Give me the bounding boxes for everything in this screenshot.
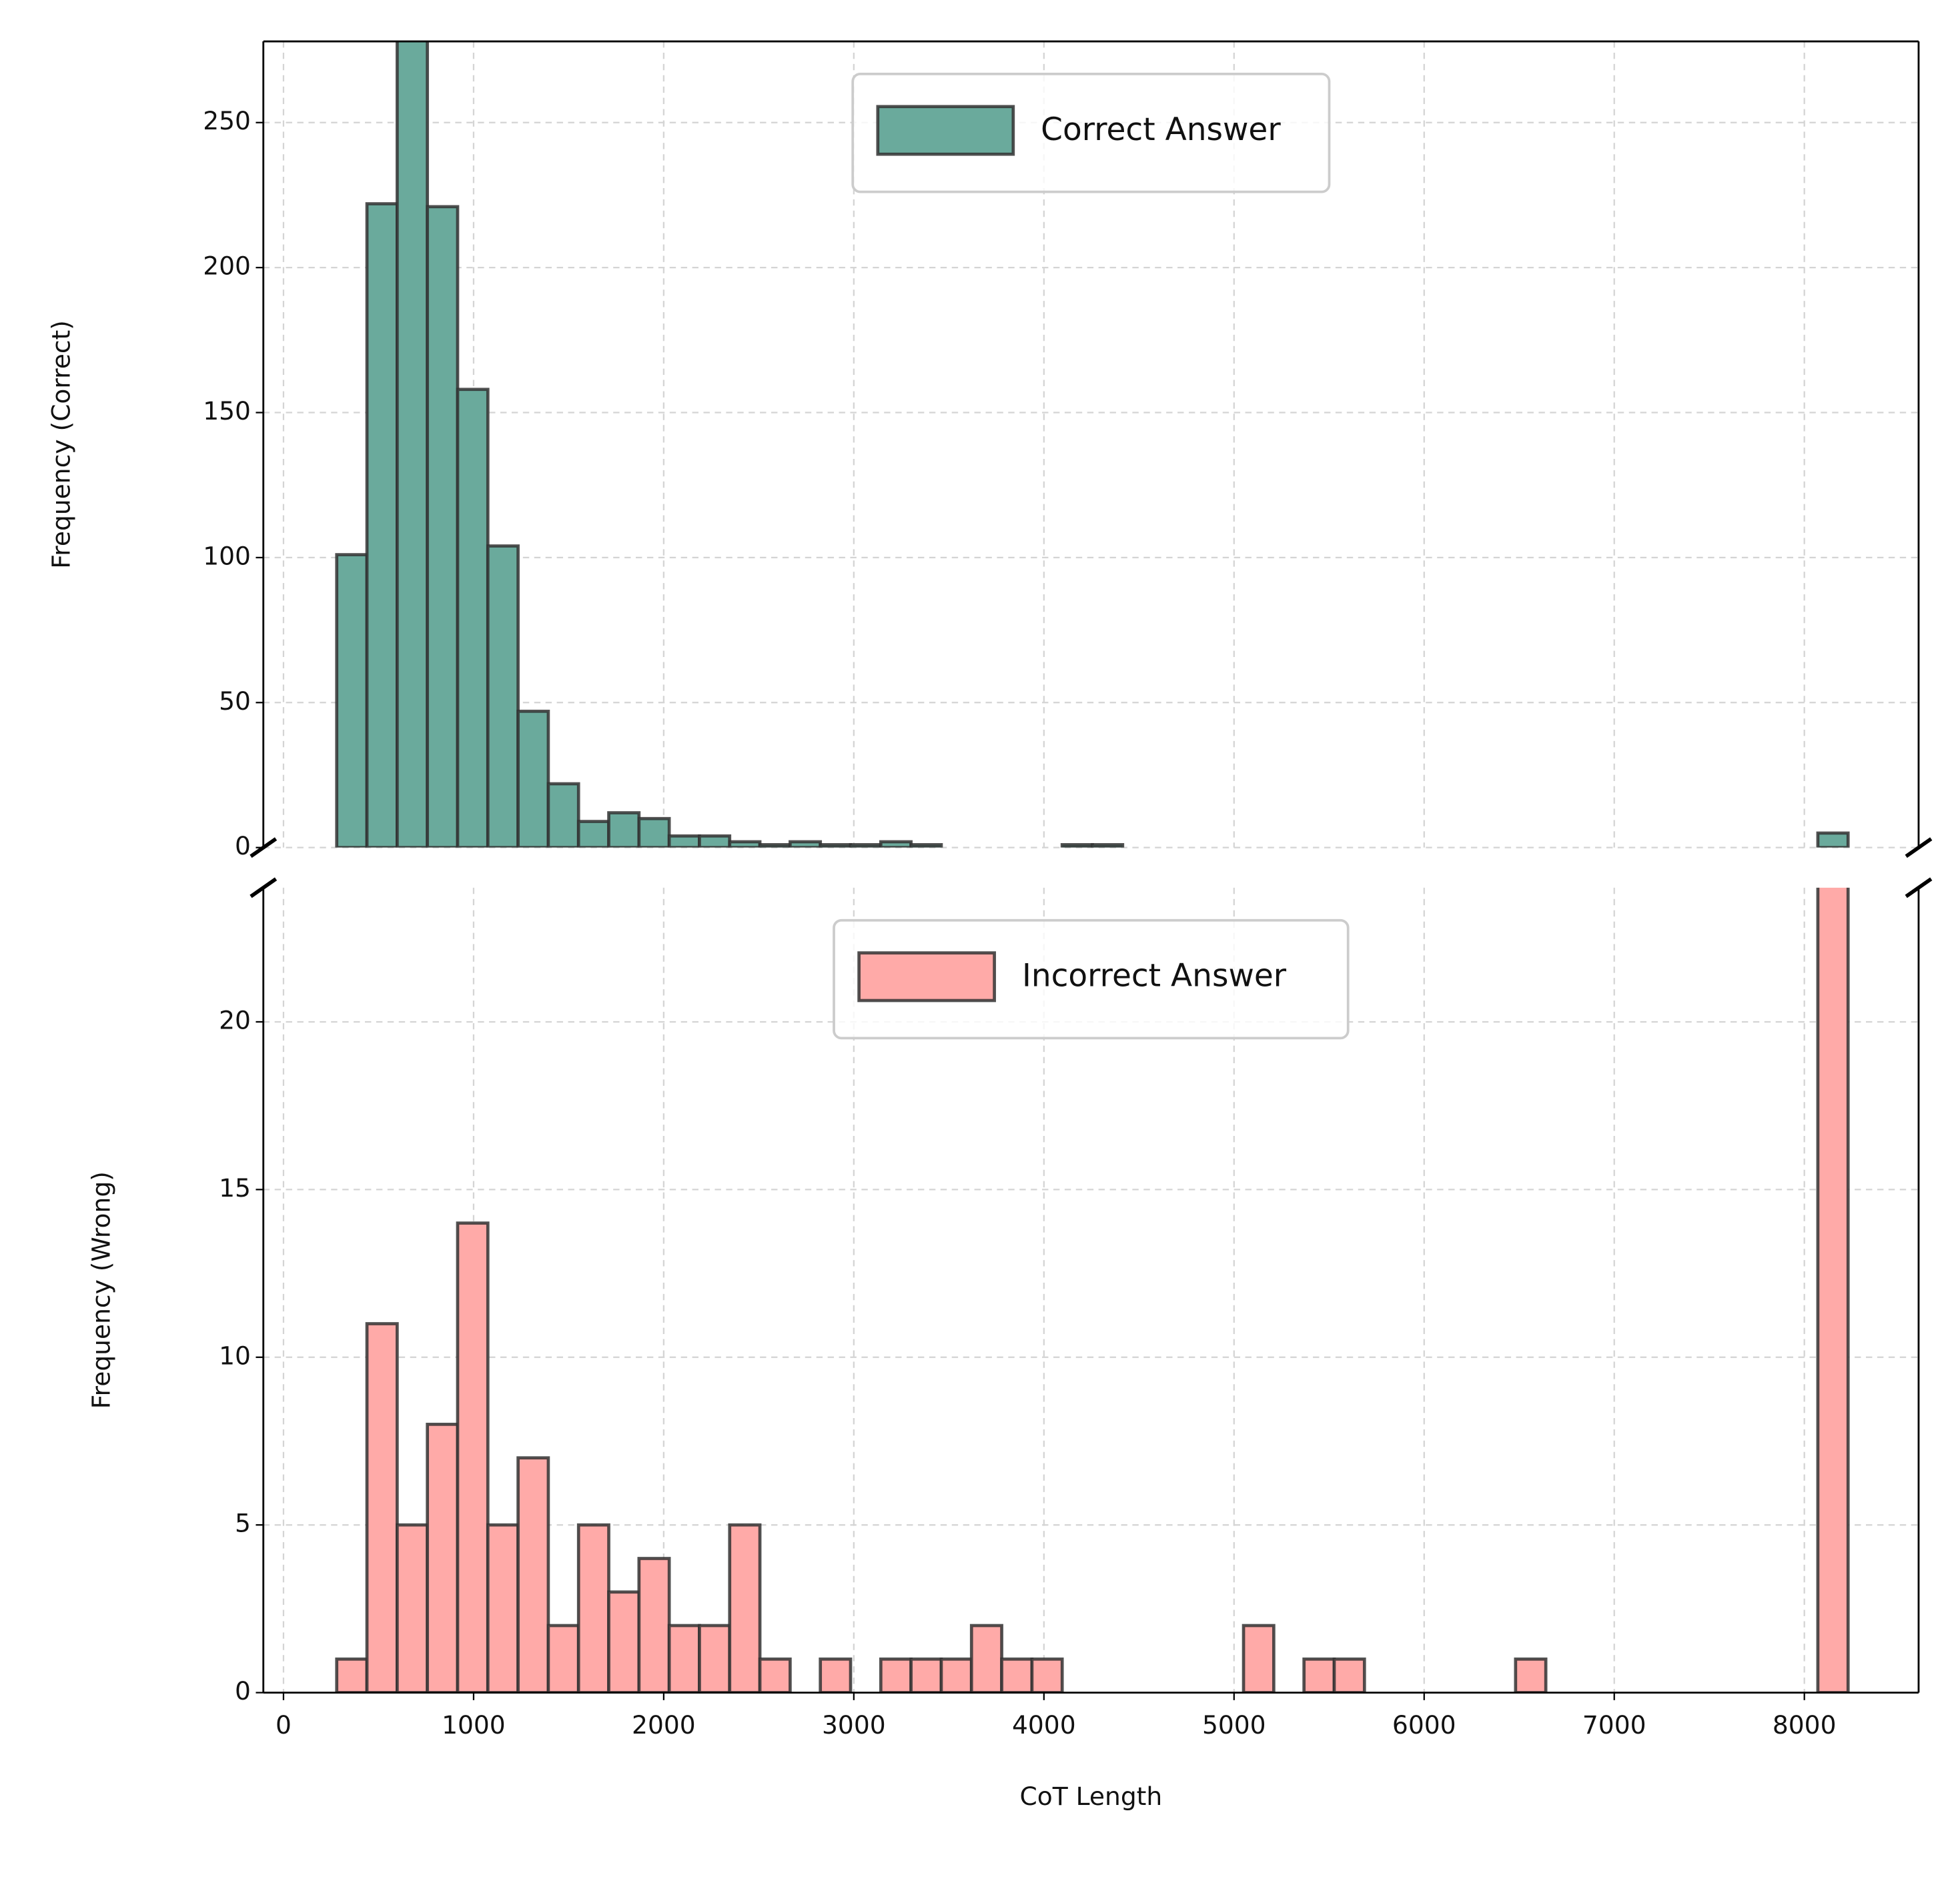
y-axis-label: Frequency (Correct)	[46, 320, 75, 569]
x-tick-label: 3000	[822, 1710, 886, 1740]
bar	[667, 1624, 701, 1693]
legend-swatch	[857, 951, 996, 1003]
bar	[789, 840, 823, 848]
y-tick-label: 10	[219, 1341, 251, 1370]
bar	[819, 1657, 853, 1693]
bar	[1060, 842, 1094, 848]
legend-box	[851, 73, 1331, 193]
y-tick-label: 15	[219, 1173, 251, 1203]
bar	[426, 205, 460, 848]
bar	[607, 1590, 641, 1693]
bar	[698, 834, 732, 848]
y-tick-label: 0	[235, 1676, 251, 1706]
bar	[1302, 1657, 1336, 1693]
bar	[1816, 887, 1850, 1693]
bar	[667, 834, 701, 848]
bar	[486, 544, 520, 848]
x-tick-label: 4000	[1012, 1710, 1076, 1740]
bar	[456, 388, 490, 848]
y-tick-label: 0	[235, 831, 251, 860]
y-axis-label: Frequency (Wrong)	[87, 1171, 116, 1409]
bar	[758, 1657, 792, 1693]
bar	[1514, 1657, 1548, 1693]
x-tick-label: 6000	[1392, 1710, 1456, 1740]
bar	[426, 1423, 460, 1693]
bar	[396, 41, 430, 848]
bars	[335, 41, 1850, 848]
y-tick-label: 100	[203, 541, 251, 570]
legend: Correct Answer	[851, 73, 1331, 193]
bar	[698, 1624, 732, 1693]
bar	[486, 1523, 520, 1693]
bar	[728, 1523, 762, 1693]
bar	[1816, 831, 1850, 848]
bar	[849, 842, 883, 848]
bar	[879, 840, 913, 848]
bar	[909, 1657, 943, 1693]
legend-swatch	[876, 105, 1015, 156]
x-tick-label: 1000	[442, 1710, 506, 1740]
legend: Incorrect Answer	[833, 918, 1350, 1040]
bar	[576, 820, 610, 848]
bar	[365, 1322, 399, 1693]
y-tick-label: 200	[203, 251, 251, 281]
bar	[1242, 1624, 1276, 1693]
bar	[607, 811, 641, 848]
bar	[939, 1657, 973, 1693]
x-axis-label: CoT Length	[1019, 1782, 1162, 1811]
legend-label: Incorrect Answer	[1022, 958, 1287, 995]
x-tick-label: 7000	[1582, 1710, 1646, 1740]
axis-break	[250, 837, 1933, 898]
bar	[546, 1624, 580, 1693]
legend-box	[833, 918, 1350, 1040]
x-tick-label: 0	[276, 1710, 292, 1740]
x-tick-label: 8000	[1773, 1710, 1837, 1740]
bars	[335, 887, 1850, 1693]
x-tick-label: 5000	[1202, 1710, 1266, 1740]
bar	[637, 816, 671, 848]
bar	[335, 1657, 369, 1693]
bar	[396, 1523, 430, 1693]
legend-label: Correct Answer	[1041, 111, 1281, 148]
y-tick-label: 5	[235, 1509, 251, 1538]
bar	[546, 782, 580, 848]
y-tick-label: 50	[219, 686, 251, 716]
bar	[728, 840, 762, 848]
bar	[879, 1657, 913, 1693]
bar	[969, 1624, 1003, 1693]
y-tick-label: 250	[203, 106, 251, 135]
x-tick-label: 2000	[632, 1710, 696, 1740]
bar	[335, 553, 369, 848]
y-tick-label: 150	[203, 396, 251, 426]
bar	[1030, 1657, 1064, 1693]
bar	[819, 842, 853, 848]
bar	[516, 709, 550, 848]
bar	[637, 1557, 671, 1693]
bar	[516, 1456, 550, 1693]
bar	[1000, 1657, 1034, 1693]
bar	[909, 842, 943, 848]
bar	[576, 1523, 610, 1693]
bar	[365, 202, 399, 848]
y-tick-label: 20	[219, 1005, 251, 1035]
bar	[758, 842, 792, 848]
bar	[1332, 1657, 1366, 1693]
bar	[1091, 842, 1125, 848]
bar	[456, 1221, 490, 1693]
